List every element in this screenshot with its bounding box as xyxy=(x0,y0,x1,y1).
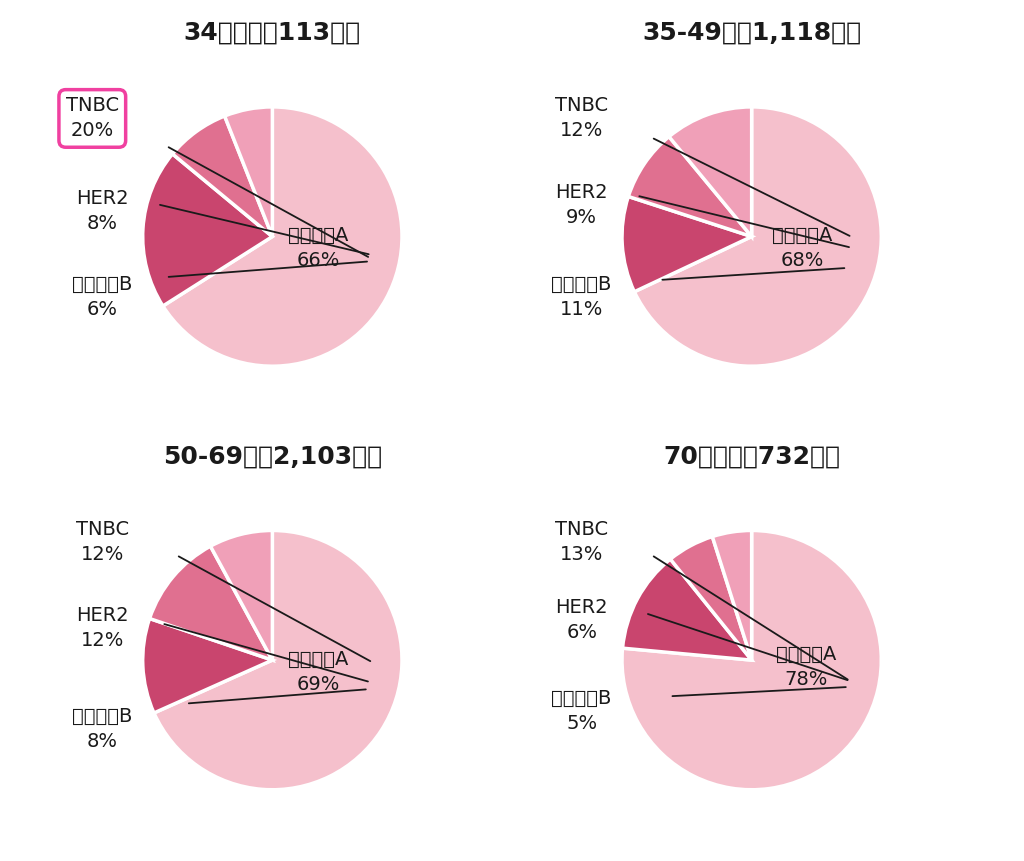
Text: ルミナルB
6%: ルミナルB 6% xyxy=(72,275,132,319)
Text: ルミナルA
66%: ルミナルA 66% xyxy=(289,226,348,270)
Wedge shape xyxy=(150,546,272,660)
Text: ルミナルB
5%: ルミナルB 5% xyxy=(552,689,612,733)
Title: 70歳以上（732名）: 70歳以上（732名） xyxy=(664,444,840,468)
Text: HER2
12%: HER2 12% xyxy=(76,606,129,650)
Text: ルミナルB
11%: ルミナルB 11% xyxy=(552,275,612,319)
Wedge shape xyxy=(211,530,272,660)
Wedge shape xyxy=(142,154,272,306)
Wedge shape xyxy=(671,536,752,660)
Text: TNBC
12%: TNBC 12% xyxy=(555,96,608,140)
Wedge shape xyxy=(163,107,402,366)
Text: HER2
9%: HER2 9% xyxy=(555,183,608,226)
Text: TNBC
20%: TNBC 20% xyxy=(66,96,119,140)
Text: HER2
8%: HER2 8% xyxy=(76,189,129,232)
Text: TNBC
13%: TNBC 13% xyxy=(555,520,608,564)
Wedge shape xyxy=(713,530,752,660)
Title: 35-49歳（1,118名）: 35-49歳（1,118名） xyxy=(642,21,861,45)
Wedge shape xyxy=(224,107,272,237)
Text: ルミナルA
78%: ルミナルA 78% xyxy=(776,645,837,690)
Wedge shape xyxy=(623,559,752,660)
Wedge shape xyxy=(629,137,752,237)
Title: 34歳以下（113名）: 34歳以下（113名） xyxy=(183,21,360,45)
Wedge shape xyxy=(172,116,272,237)
Text: ルミナルA
69%: ルミナルA 69% xyxy=(289,650,348,694)
Wedge shape xyxy=(669,107,752,237)
Wedge shape xyxy=(154,530,402,790)
Text: TNBC
12%: TNBC 12% xyxy=(76,520,129,564)
Title: 50-69歳（2,103名）: 50-69歳（2,103名） xyxy=(163,444,382,468)
Wedge shape xyxy=(622,196,752,292)
Wedge shape xyxy=(634,107,882,366)
Text: ルミナルA
68%: ルミナルA 68% xyxy=(772,226,833,270)
Wedge shape xyxy=(622,530,882,790)
Wedge shape xyxy=(142,618,272,713)
Text: HER2
6%: HER2 6% xyxy=(555,598,608,641)
Text: ルミナルB
8%: ルミナルB 8% xyxy=(72,707,132,752)
